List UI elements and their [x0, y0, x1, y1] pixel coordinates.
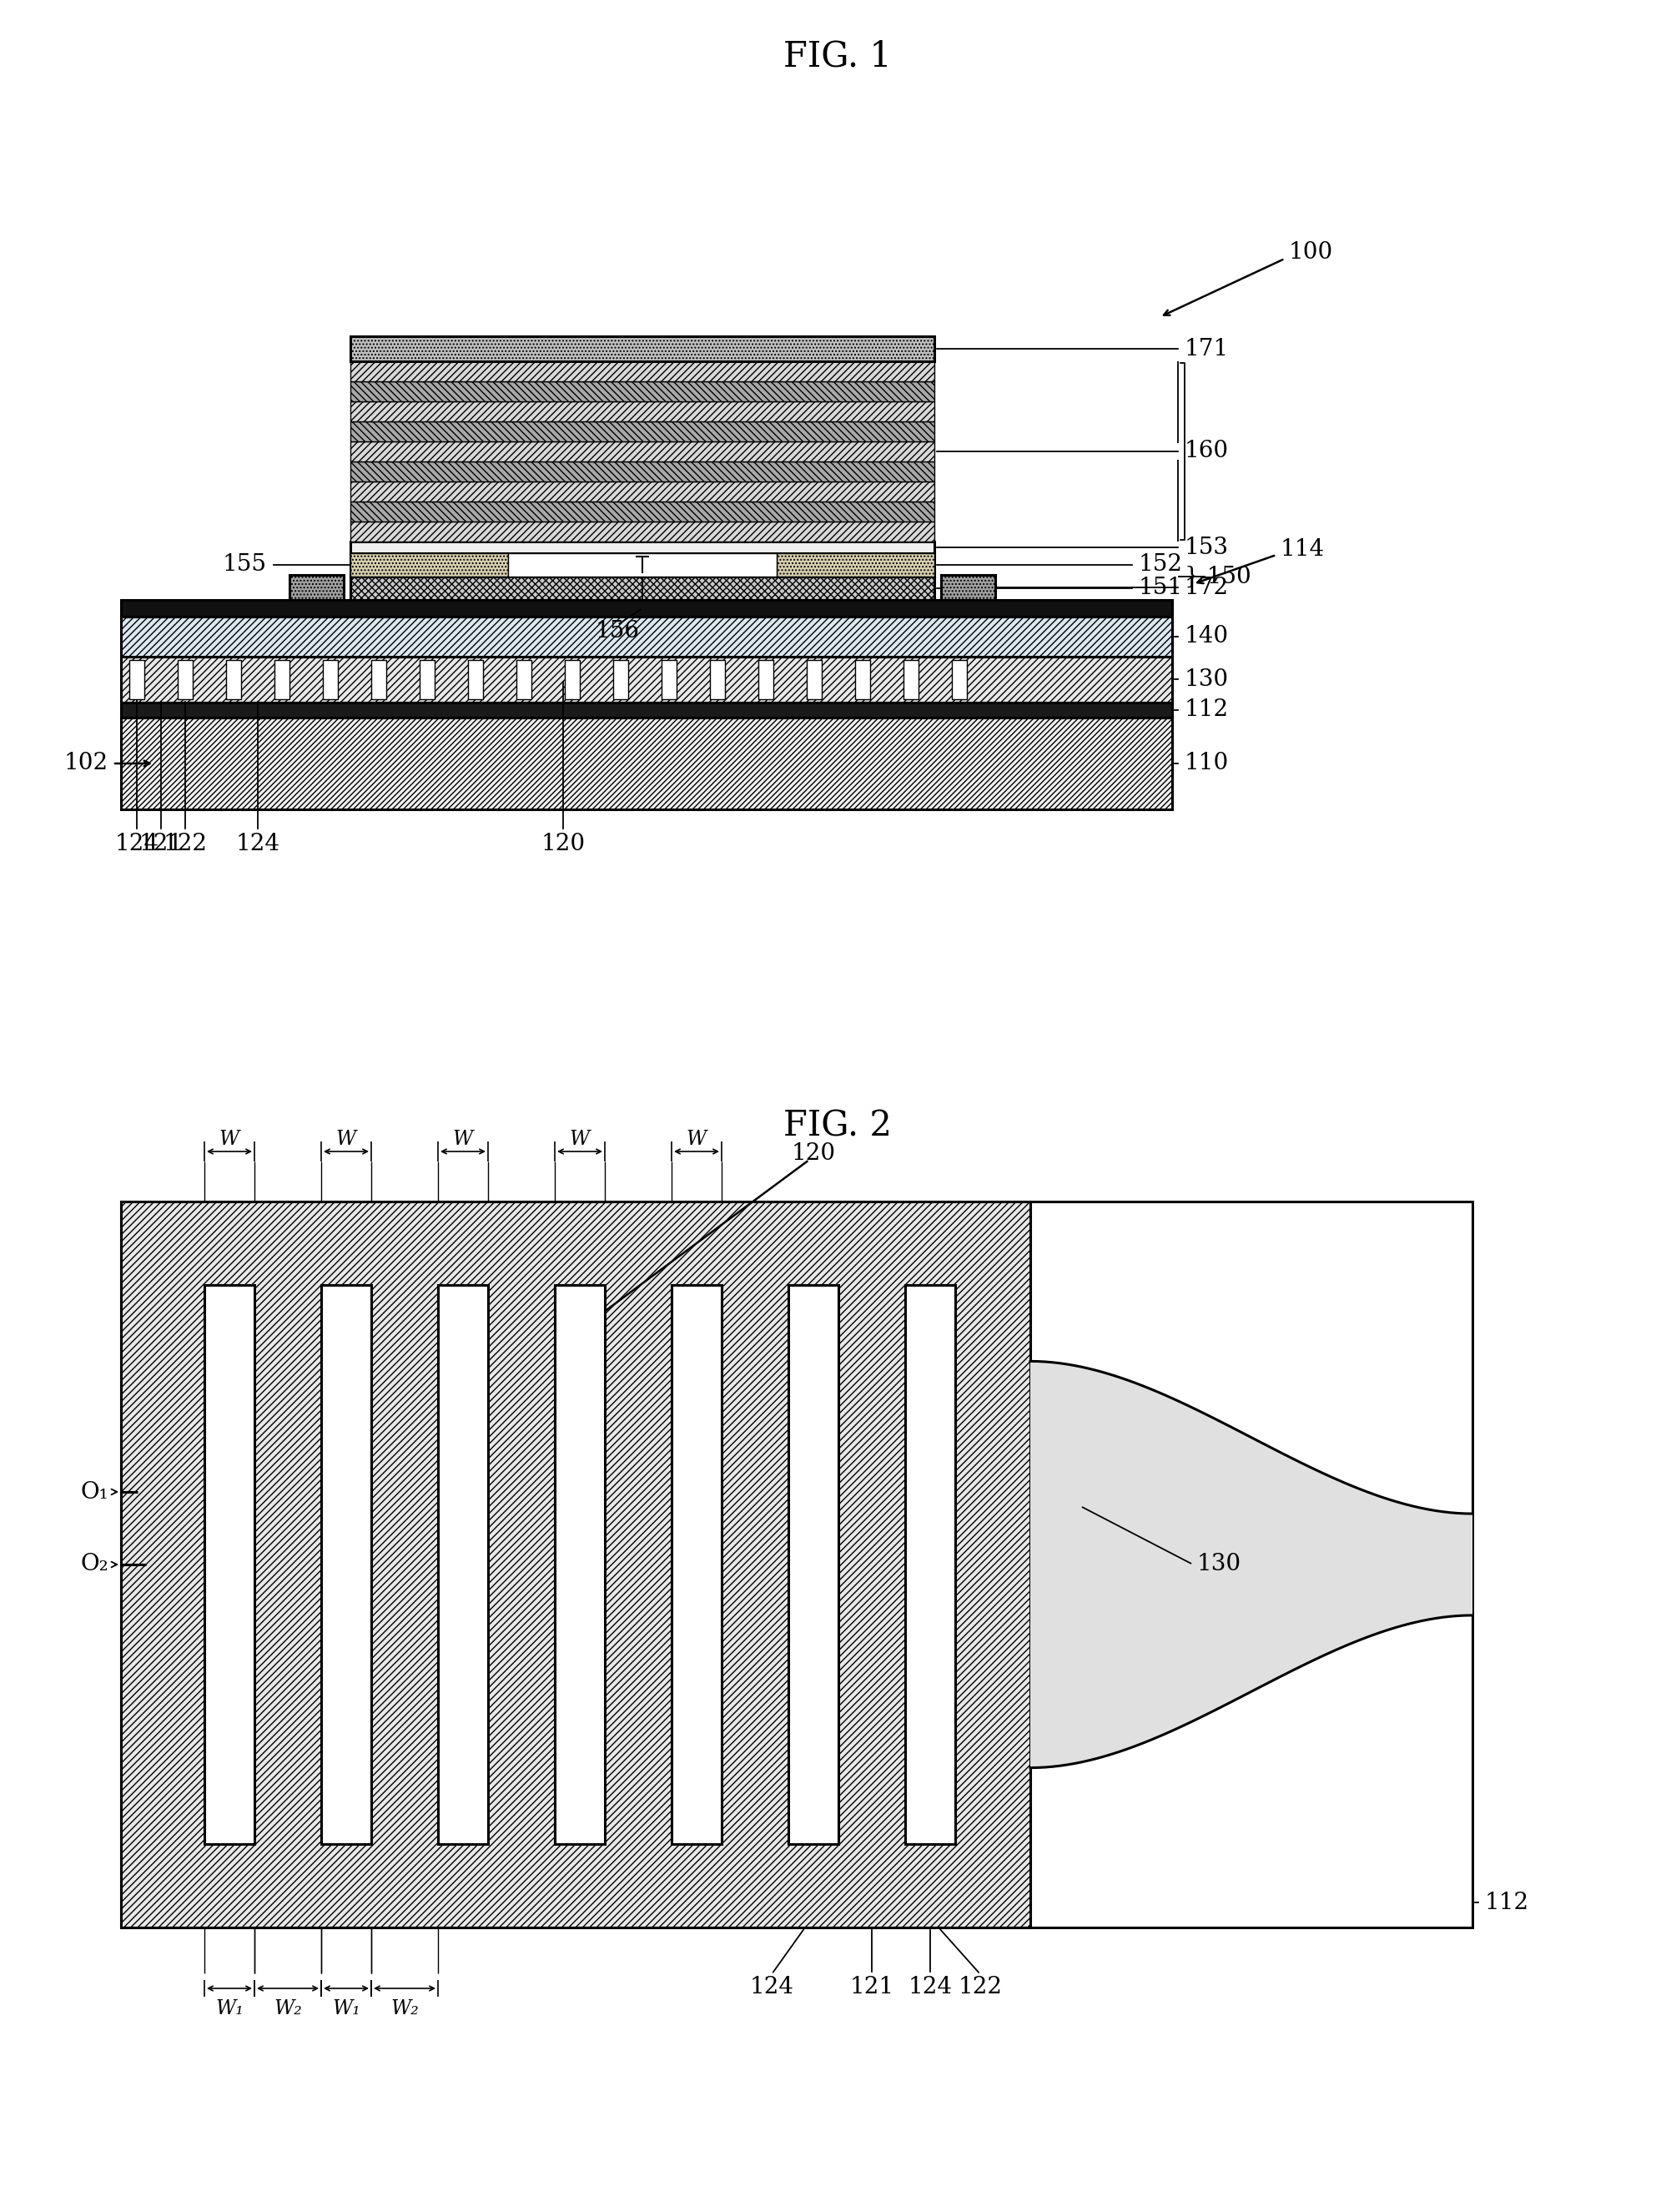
- Bar: [350, 542, 934, 553]
- Bar: [350, 502, 934, 522]
- Text: 156: 156: [595, 619, 640, 644]
- Text: W₂: W₂: [391, 2000, 419, 2017]
- Bar: [806, 659, 821, 699]
- Bar: [350, 482, 934, 502]
- Bar: [419, 659, 434, 699]
- Bar: [711, 659, 726, 699]
- Bar: [565, 659, 580, 699]
- Bar: [672, 1285, 722, 1845]
- Bar: [788, 1285, 838, 1845]
- Text: W₁: W₁: [215, 2000, 243, 2017]
- Bar: [350, 553, 934, 577]
- Bar: [855, 659, 870, 699]
- Bar: [350, 400, 934, 420]
- Text: W₁: W₁: [332, 2000, 360, 2017]
- Text: 112: 112: [1485, 1891, 1529, 1913]
- Text: W: W: [337, 1130, 357, 1148]
- Text: W: W: [570, 1130, 590, 1148]
- Text: 153: 153: [1185, 535, 1229, 560]
- Bar: [516, 659, 531, 699]
- Bar: [350, 361, 934, 380]
- Bar: [437, 1285, 488, 1845]
- Text: 130: 130: [1197, 1553, 1242, 1575]
- Bar: [940, 575, 996, 599]
- Text: 130: 130: [1185, 668, 1229, 690]
- Polygon shape: [1031, 1360, 1473, 1767]
- Bar: [372, 659, 385, 699]
- Text: 151: 151: [1138, 577, 1183, 599]
- Text: 171: 171: [1185, 338, 1229, 361]
- Bar: [350, 336, 934, 361]
- Bar: [662, 659, 677, 699]
- Bar: [613, 659, 628, 699]
- Bar: [508, 553, 776, 577]
- Bar: [758, 659, 773, 699]
- Bar: [121, 657, 1172, 703]
- Bar: [905, 1285, 955, 1845]
- Bar: [121, 599, 1172, 617]
- Text: O₁: O₁: [80, 1480, 109, 1504]
- Bar: [350, 462, 934, 482]
- Bar: [952, 659, 967, 699]
- Bar: [350, 442, 934, 462]
- Bar: [121, 617, 1172, 657]
- Text: 140: 140: [1185, 626, 1229, 648]
- Bar: [555, 1285, 605, 1845]
- Bar: [350, 380, 934, 400]
- Text: 124: 124: [236, 832, 280, 856]
- Text: W: W: [220, 1130, 240, 1148]
- Text: 122: 122: [959, 1975, 1002, 1997]
- Text: 120: 120: [791, 1141, 836, 1164]
- Text: 102: 102: [64, 752, 109, 774]
- Bar: [178, 659, 193, 699]
- Bar: [903, 659, 918, 699]
- Text: W: W: [453, 1130, 473, 1148]
- Text: 124: 124: [908, 1975, 952, 1997]
- Bar: [350, 553, 508, 577]
- Text: 112: 112: [1185, 699, 1229, 721]
- Text: 121: 121: [139, 832, 183, 856]
- Bar: [204, 1285, 255, 1845]
- Bar: [121, 1201, 1031, 1927]
- Text: 114: 114: [1280, 538, 1326, 560]
- Text: W: W: [687, 1130, 707, 1148]
- Text: 121: 121: [850, 1975, 893, 1997]
- Bar: [129, 659, 144, 699]
- Text: 120: 120: [541, 832, 585, 856]
- Bar: [226, 659, 241, 699]
- Bar: [323, 659, 339, 699]
- Text: 172: 172: [1185, 575, 1229, 599]
- Text: O₂: O₂: [80, 1553, 109, 1575]
- Text: } 150: } 150: [1185, 566, 1252, 588]
- Text: 122: 122: [163, 832, 208, 856]
- Text: 100: 100: [1289, 241, 1334, 263]
- Text: 155: 155: [223, 553, 266, 575]
- Bar: [350, 577, 934, 599]
- Bar: [468, 659, 483, 699]
- Text: W₂: W₂: [273, 2000, 302, 2017]
- Bar: [350, 420, 934, 442]
- Text: 124: 124: [114, 832, 159, 856]
- Bar: [290, 575, 344, 599]
- Text: 124: 124: [749, 1975, 794, 1997]
- Bar: [322, 1285, 372, 1845]
- Text: FIG. 1: FIG. 1: [783, 40, 892, 75]
- Text: 152: 152: [1138, 553, 1183, 575]
- Bar: [350, 522, 934, 542]
- Bar: [121, 703, 1172, 717]
- Text: FIG. 2: FIG. 2: [783, 1108, 892, 1144]
- Bar: [776, 553, 934, 577]
- Text: 160: 160: [1185, 440, 1229, 462]
- Bar: [121, 1201, 1473, 1927]
- Bar: [275, 659, 290, 699]
- Bar: [121, 717, 1172, 810]
- Text: 110: 110: [1185, 752, 1229, 774]
